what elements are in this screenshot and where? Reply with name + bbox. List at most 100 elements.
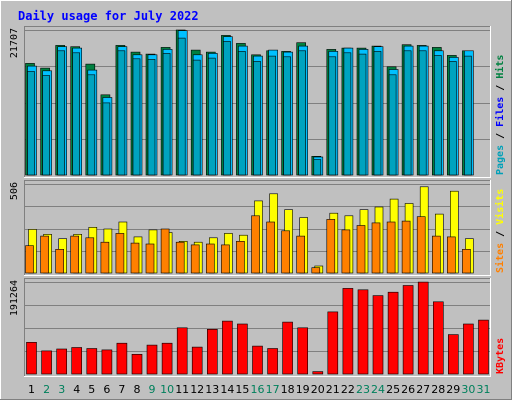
bar-sites-day-20: [311, 267, 321, 274]
day-label-27: 27: [416, 383, 430, 396]
bar-sites-day-3: [55, 249, 65, 274]
bar-pages-day-17: [268, 55, 276, 176]
bar-kbytes-day-22: [342, 288, 354, 375]
bar-sites-day-25: [386, 221, 396, 274]
bar-kbytes-day-6: [101, 349, 113, 375]
bar-kbytes-day-30: [463, 323, 474, 375]
bar-kbytes-day-28: [432, 301, 444, 375]
day-label-4: 4: [73, 383, 80, 396]
legend-segment: Hits: [494, 55, 506, 79]
bar-pages-day-29: [448, 61, 457, 176]
bar-pages-day-21: [328, 56, 337, 176]
day-label-1: 1: [28, 383, 35, 396]
bar-pages-day-19: [298, 50, 307, 176]
bar-kbytes-day-27: [417, 281, 429, 375]
bar-sites-day-22: [341, 229, 351, 274]
series-legend: Pages / Files / Hits: [494, 55, 506, 175]
bar-kbytes-day-8: [131, 353, 143, 375]
series-legend: KBytes: [495, 338, 506, 374]
bar-sites-day-26: [401, 220, 411, 274]
bar-sites-day-6: [100, 241, 110, 274]
y-max-label: 506: [9, 182, 20, 200]
bar-pages-day-25: [388, 74, 397, 176]
panel-visits: 506 Sites / Visits: [9, 180, 506, 276]
day-label-12: 12: [190, 383, 204, 396]
day-label-17: 17: [266, 383, 280, 396]
day-label-6: 6: [103, 383, 110, 396]
legend-segment: /: [495, 225, 506, 243]
bar-sites-day-27: [416, 216, 426, 274]
bar-sites-day-28: [431, 235, 441, 274]
bar-pages-day-5: [87, 74, 96, 176]
bar-pages-day-30: [464, 55, 472, 176]
day-label-3: 3: [58, 383, 65, 396]
bar-sites-day-29: [446, 236, 456, 274]
bar-pages-day-2: [42, 75, 50, 176]
bar-pages-day-11: [177, 37, 186, 176]
day-label-22: 22: [341, 383, 355, 396]
bar-pages-day-18: [283, 56, 291, 176]
bar-sites-day-1: [25, 245, 34, 274]
legend-segment: Files: [494, 97, 506, 127]
bar-pages-day-10: [162, 53, 171, 176]
bar-sites-day-11: [175, 241, 185, 274]
day-label-11: 11: [175, 383, 189, 396]
bar-pages-day-8: [132, 58, 141, 176]
day-label-25: 25: [386, 383, 400, 396]
bar-sites-day-7: [115, 233, 125, 274]
bar-pages-day-20: [313, 159, 322, 176]
bar-sites-day-5: [85, 237, 95, 274]
bar-sites-day-24: [371, 222, 381, 274]
bar-kbytes-day-26: [402, 285, 414, 375]
bar-pages-day-12: [192, 59, 201, 176]
bar-kbytes-day-9: [146, 344, 158, 375]
bar-kbytes-day-29: [447, 334, 459, 375]
bar-pages-day-9: [147, 59, 156, 176]
bar-sites-day-17: [266, 221, 275, 274]
chart-title: Daily usage for July 2022: [18, 9, 199, 23]
bar-kbytes-day-5: [86, 348, 98, 375]
day-label-23: 23: [356, 383, 370, 396]
bar-pages-day-13: [208, 57, 216, 176]
legend-segment: /: [495, 79, 506, 97]
y-max-label: 191264: [9, 280, 20, 316]
bar-pages-day-7: [117, 50, 126, 176]
bar-pages-day-15: [238, 51, 246, 176]
bar-kbytes-day-16: [252, 345, 263, 375]
day-label-26: 26: [401, 383, 415, 396]
bar-kbytes-day-3: [56, 348, 68, 375]
bar-kbytes-day-18: [282, 321, 293, 375]
legend-segment: /: [495, 127, 506, 145]
bar-sites-day-23: [356, 225, 366, 274]
bar-pages-day-6: [102, 102, 111, 176]
bar-sites-day-12: [190, 244, 200, 274]
day-label-30: 30: [461, 383, 475, 396]
day-label-29: 29: [446, 383, 460, 396]
bar-kbytes-day-20: [312, 371, 324, 375]
bar-kbytes-day-24: [372, 295, 384, 375]
bar-pages-day-16: [253, 61, 261, 176]
bar-sites-day-18: [281, 230, 290, 274]
legend-segment: Sites: [494, 243, 506, 273]
bar-pages-day-4: [72, 52, 80, 176]
bar-sites-day-10: [160, 228, 170, 274]
bar-kbytes-day-21: [327, 311, 339, 375]
bar-sites-day-21: [326, 219, 336, 274]
bar-pages-day-14: [223, 41, 231, 176]
bar-sites-day-30: [462, 249, 471, 274]
day-label-20: 20: [311, 383, 325, 396]
bar-pages-day-28: [433, 55, 442, 176]
bar-kbytes-day-10: [161, 342, 173, 375]
bar-kbytes-day-14: [222, 320, 233, 375]
bar-kbytes-day-4: [71, 347, 82, 375]
day-label-9: 9: [149, 383, 156, 396]
bar-kbytes-day-1: [26, 341, 37, 375]
day-label-16: 16: [251, 383, 265, 396]
day-label-15: 15: [235, 383, 249, 396]
bar-sites-day-15: [236, 241, 245, 274]
bar-kbytes-day-17: [267, 348, 278, 375]
bar-pages-day-1: [27, 71, 35, 176]
legend-segment: Pages: [495, 145, 506, 175]
bar-kbytes-day-12: [191, 346, 203, 375]
day-label-13: 13: [205, 383, 219, 396]
